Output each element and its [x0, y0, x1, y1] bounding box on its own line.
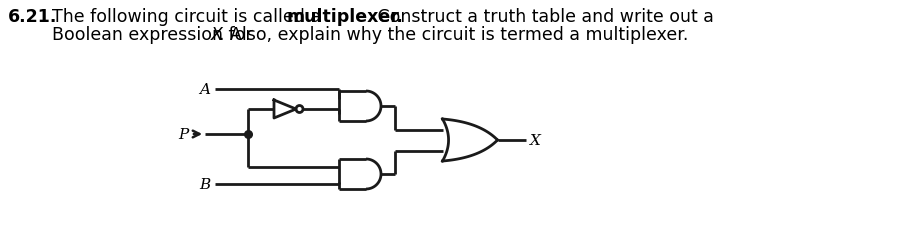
- Text: The following circuit is called a: The following circuit is called a: [52, 8, 326, 26]
- Text: X: X: [211, 26, 223, 44]
- Text: Construct a truth table and write out a: Construct a truth table and write out a: [372, 8, 714, 26]
- Text: 6.21.: 6.21.: [8, 8, 57, 26]
- Text: . Also, explain why the circuit is termed a multiplexer.: . Also, explain why the circuit is terme…: [218, 26, 688, 44]
- Text: A: A: [199, 83, 210, 97]
- Text: B: B: [198, 177, 210, 191]
- Text: Boolean expression for: Boolean expression for: [52, 26, 258, 44]
- Text: X: X: [529, 134, 540, 147]
- Text: P: P: [178, 128, 188, 141]
- Text: multiplexer.: multiplexer.: [286, 8, 403, 26]
